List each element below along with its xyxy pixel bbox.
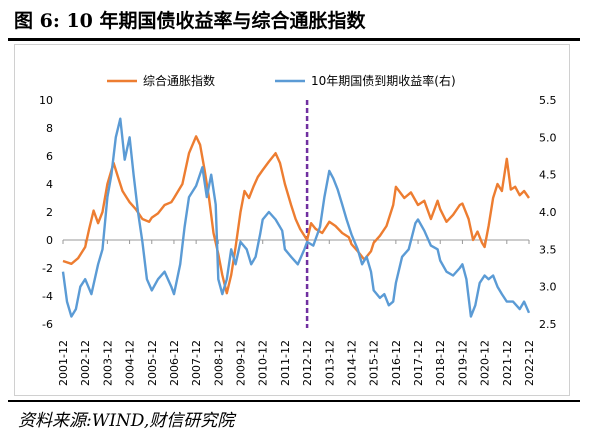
title-rule — [8, 38, 580, 41]
y-left-tick-label: 6 — [46, 150, 53, 163]
legend-label-bond-yield: 10年期国债到期收益率(右) — [311, 73, 456, 88]
x-tick-label: 2012-12 — [301, 340, 314, 386]
y-left-tick-label: 4 — [46, 178, 53, 191]
x-tick-label: 2011-12 — [279, 340, 292, 386]
y-right-tick-label: 2.5 — [539, 318, 557, 331]
x-tick-label: 2010-12 — [257, 340, 270, 386]
x-tick-label: 2015-12 — [368, 340, 381, 386]
y-left-tick-label: -6 — [42, 318, 53, 331]
y-right-tick-label: 5.0 — [539, 131, 557, 144]
x-tick-label: 2008-12 — [212, 340, 225, 386]
source-note: 资料来源:WIND,财信研究院 — [18, 411, 235, 431]
x-tick-label: 2013-12 — [323, 340, 336, 386]
series-line-bond-yield — [61, 117, 531, 318]
figure-title: 图 6: 10 年期国债收益率与综合通胀指数 — [14, 10, 366, 32]
x-tick-label: 2019-12 — [456, 340, 469, 386]
y-left-tick-label: -4 — [42, 290, 53, 303]
x-tick-label: 2006-12 — [168, 340, 181, 386]
y-left-tick-label: 0 — [46, 234, 53, 247]
x-tick-label: 2017-12 — [412, 340, 425, 386]
chart: 10 8 6 4 2 0 -2 -4 -6 5.5 5.0 4.5 4.0 3.5 3.0 2.5 2001-1… — [39, 73, 557, 386]
x-tick-label: 2016-12 — [390, 340, 403, 386]
series-line-inflation — [62, 135, 530, 295]
x-tick-label: 2018-12 — [434, 340, 447, 386]
y-right-tick-label: 5.5 — [539, 94, 557, 107]
x-tick-label: 2004-12 — [124, 340, 137, 386]
y-left-tick-label: 8 — [46, 122, 53, 135]
chart-frame: 10 8 6 4 2 0 -2 -4 -6 5.5 5.0 4.5 4.0 3.5 3.0 2.5 2001-1… — [14, 44, 570, 396]
x-tick-label: 2021-12 — [501, 340, 514, 386]
y-left-tick-label: 2 — [46, 206, 53, 219]
y-right-tick-label: 4.5 — [539, 169, 557, 182]
y-left-tick-label: 10 — [39, 94, 53, 107]
legend-label-inflation: 综合通胀指数 — [143, 73, 215, 88]
x-tick-label: 2022-12 — [523, 340, 536, 386]
x-tick-label: 2001-12 — [57, 340, 70, 386]
y-right-tick-label: 3.5 — [539, 243, 557, 256]
y-right-tick-label: 4.0 — [539, 206, 557, 219]
x-tick-label: 2007-12 — [190, 340, 203, 386]
x-tick-label: 2005-12 — [146, 340, 159, 386]
y-right-tick-label: 3.0 — [539, 281, 557, 294]
x-tick-label: 2003-12 — [101, 340, 114, 386]
x-tick-label: 2009-12 — [235, 340, 248, 386]
x-tick-label: 2020-12 — [479, 340, 492, 386]
x-tick-label: 2002-12 — [79, 340, 92, 386]
source-rule — [8, 400, 580, 402]
y-left-tick-label: -2 — [42, 262, 53, 275]
x-tick-label: 2014-12 — [345, 340, 358, 386]
